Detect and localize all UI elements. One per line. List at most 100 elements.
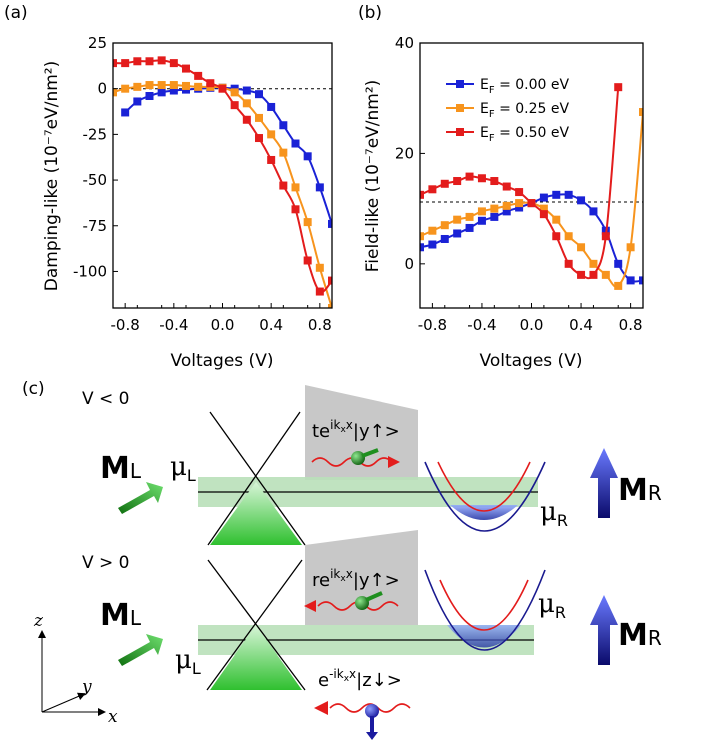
data-point-1-16: [303, 218, 312, 227]
top-mu-right: μR: [540, 497, 568, 530]
data-point-1-2: [133, 82, 142, 91]
data-point-2-6: [490, 177, 499, 186]
bottom-mu-left: μL: [175, 645, 201, 678]
y-tick-label: -75: [83, 217, 108, 235]
data-point-0-13: [577, 196, 586, 205]
top-mu-left: μL: [170, 452, 196, 485]
panel-label-b: (b): [358, 3, 382, 23]
legend-label: EF = 0.25 eV: [480, 101, 569, 120]
chart-b-ylabel: Field-like (10⁻⁷eV/nm²): [363, 80, 383, 273]
data-point-0-3: [453, 229, 462, 238]
data-point-2-4: [465, 172, 474, 181]
data-point-2-10: [539, 210, 548, 219]
chart-a-xlabel: Voltages (V): [171, 351, 274, 371]
data-point-0-16: [315, 183, 324, 192]
y-tick-label: 20: [395, 144, 414, 162]
data-point-2-10: [230, 101, 239, 110]
data-point-1-0: [420, 232, 424, 241]
data-point-0-13: [279, 121, 288, 130]
data-point-2-11: [242, 115, 251, 124]
data-point-0-14: [589, 207, 598, 216]
data-point-2-4: [157, 56, 166, 65]
data-point-2-3: [145, 57, 154, 66]
legend-label: EF = 0.50 eV: [480, 125, 569, 144]
x-tick-label: 0.0: [211, 316, 235, 334]
bottom-parabola-outer: [424, 569, 546, 651]
data-point-2-15: [601, 232, 610, 241]
top-cone-line-1: [209, 411, 306, 546]
chart-b: -0.8 -0.4 0.0 0.4 0.8 40 20 0 Voltages (V) Fiel…: [363, 34, 644, 371]
data-point-1-13: [267, 130, 276, 139]
bottom-state-text: reikxx|y↑>: [312, 567, 400, 591]
data-point-2-8: [515, 188, 524, 197]
y-tick-label: 0: [97, 80, 107, 98]
y-tick-label: -25: [83, 125, 108, 143]
chart-b-series: [420, 83, 643, 290]
panel-label-c: (c): [22, 379, 45, 399]
data-point-1-6: [490, 204, 499, 213]
data-point-1-17: [315, 263, 324, 272]
top-mr-label: MR: [618, 473, 662, 508]
top-parabola-outer: [424, 461, 546, 532]
data-point-1-1: [428, 226, 437, 235]
data-point-1-4: [465, 212, 474, 221]
chart-a-ylabel: Damping-like (10⁻⁷eV/nm²): [42, 61, 62, 291]
data-point-1-8: [515, 199, 524, 208]
top-spin-arrow: [361, 448, 379, 458]
panel-label-a: (a): [4, 3, 28, 23]
y-tick-label: 25: [88, 34, 107, 52]
x-tick-label: -0.4: [159, 316, 188, 334]
series-line-1: [113, 83, 332, 308]
bottom-mu-right: μR: [538, 589, 566, 622]
bottom-transmitted-spin-head: [366, 732, 378, 740]
data-point-1-6: [182, 81, 190, 90]
data-point-1-0: [113, 88, 117, 97]
data-point-2-7: [502, 182, 511, 191]
bottom-wave-arrowhead: [304, 600, 316, 612]
data-point-1-12: [255, 113, 263, 122]
data-point-2-16: [614, 83, 623, 92]
data-point-0-4: [169, 86, 178, 95]
axis-x-label: x: [108, 707, 118, 727]
data-point-1-7: [502, 201, 511, 210]
x-tick-label: 0.4: [259, 316, 283, 334]
bottom-transmitted-ball: [365, 704, 379, 718]
data-point-0-7: [502, 207, 511, 216]
data-point-2-18: [328, 276, 332, 285]
data-point-2-17: [315, 287, 324, 296]
bottom-condition: V > 0: [82, 553, 130, 573]
top-condition: V < 0: [82, 389, 130, 409]
bottom-spin-arrow: [365, 591, 383, 602]
data-point-2-14: [279, 181, 288, 190]
data-point-1-18: [639, 108, 643, 117]
data-point-1-16: [614, 281, 623, 290]
data-point-1-18: [328, 304, 332, 308]
x-tick-label: 0.0: [520, 316, 544, 334]
top-bowl-fill: [450, 505, 518, 520]
data-point-0-1: [133, 97, 142, 106]
data-point-0-15: [303, 152, 312, 161]
data-point-2-9: [527, 199, 536, 208]
data-point-1-1: [121, 84, 130, 93]
data-point-2-2: [440, 179, 449, 188]
y-tick-label: 40: [395, 34, 414, 52]
data-point-0-12: [267, 102, 276, 111]
legend-swatch-marker: [456, 128, 464, 136]
chart-a: -0.8 -0.4 0.0 0.4 0.8 25 0 -25 -50 -75 -100 Voltag…: [42, 34, 333, 371]
data-point-1-4: [157, 81, 166, 90]
data-point-0-18: [639, 276, 643, 285]
data-point-0-8: [515, 203, 524, 212]
data-point-2-0: [420, 190, 424, 199]
bottom-parabola-inner: [439, 579, 529, 631]
legend-label: EF = 0.00 eV: [480, 77, 569, 96]
y-tick-label: -100: [73, 262, 107, 280]
bottom-ml-arrow: [118, 634, 163, 666]
top-parabola-inner: [437, 461, 531, 512]
x-tick-label: -0.8: [111, 316, 140, 334]
data-point-1-15: [601, 270, 610, 279]
top-wave-arrowhead: [388, 456, 400, 468]
data-point-1-13: [577, 243, 586, 252]
data-point-0-0: [121, 108, 130, 117]
bottom-transmitted-text: e-ikxx|z↓>: [318, 667, 402, 691]
data-point-0-1: [428, 240, 437, 249]
